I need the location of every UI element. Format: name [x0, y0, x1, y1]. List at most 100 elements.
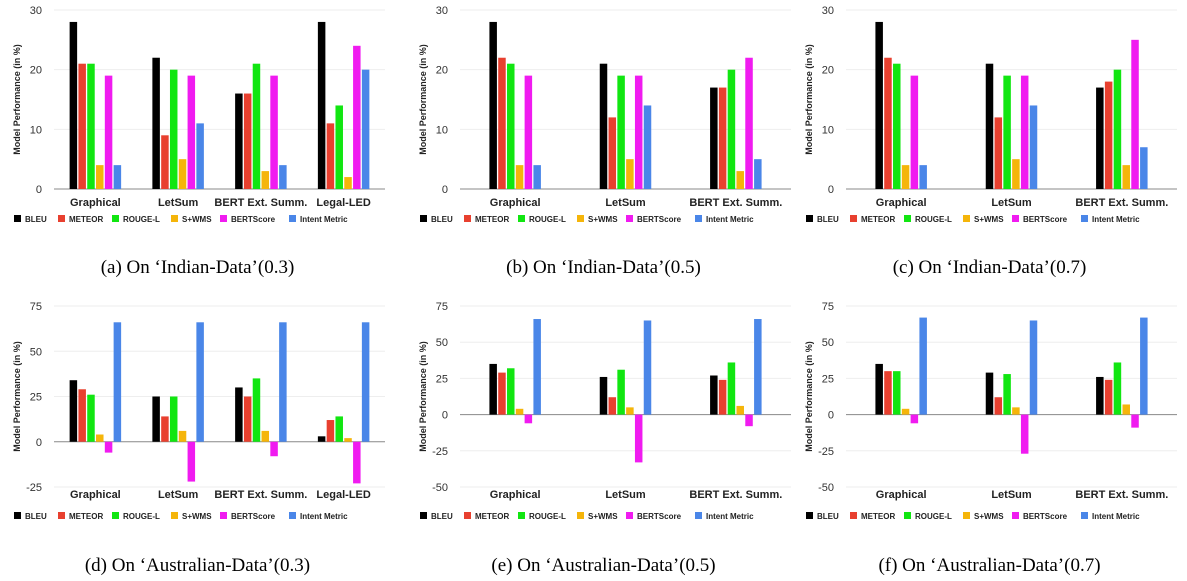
bar-meteor	[161, 416, 169, 442]
y-tick-label: 50	[30, 346, 42, 358]
bar-meteor	[243, 93, 252, 189]
x-category-label: LetSum	[991, 197, 1032, 209]
x-category-label: Graphical	[70, 197, 121, 209]
legend-label: ROUGE-L	[123, 512, 160, 521]
y-tick-label: 10	[436, 124, 448, 136]
bar-bleu	[317, 436, 326, 442]
legend-label: METEOR	[69, 215, 103, 224]
legend-label: Intent Metric	[706, 215, 754, 224]
legend-swatch	[695, 512, 702, 519]
y-tick-label: 0	[36, 184, 42, 196]
bar-rouge-l	[335, 105, 343, 189]
bar-intent-metric	[754, 159, 762, 189]
bar-bleu	[489, 21, 497, 189]
bar-rouge-l	[169, 69, 178, 189]
y-tick-label: 30	[30, 5, 42, 17]
x-category-label: LetSum	[158, 197, 199, 209]
legend-swatch	[220, 512, 227, 519]
y-tick-label: 10	[822, 124, 834, 136]
bar-meteor	[243, 396, 252, 442]
bar-bleu	[69, 380, 78, 442]
legend-swatch	[518, 215, 525, 222]
bar-bleu	[875, 363, 883, 415]
x-category-label: BERT Ext. Summ.	[689, 197, 782, 209]
bar-intent-metric	[361, 69, 370, 189]
bar-bertscore	[353, 441, 361, 484]
bar-bleu	[317, 21, 326, 189]
bar-rouge-l	[1003, 75, 1011, 189]
x-category-label: Graphical	[70, 489, 121, 501]
bar-s-wms	[96, 165, 104, 189]
bar-meteor	[161, 135, 169, 189]
bar-bleu	[875, 21, 883, 189]
chart-panel-f: -50 -25 0 25 50 75 Model Performance (in %) Gra…	[792, 291, 1187, 581]
bar-meteor	[608, 397, 617, 415]
bar-bleu	[985, 63, 994, 190]
bar-s-wms	[344, 438, 352, 442]
bar-intent-metric	[196, 322, 204, 442]
caption-a: (a) On ‘Indian-Data’(0.3)	[100, 257, 295, 278]
bar-rouge-l	[893, 63, 901, 190]
bar-intent-metric	[1029, 320, 1038, 415]
y-tick-label: 30	[822, 5, 834, 17]
legend-swatch	[464, 512, 471, 519]
legend-label: BLEU	[817, 215, 839, 224]
bar-s-wms	[1122, 404, 1130, 415]
legend-swatch	[58, 215, 65, 222]
x-category-label: LetSum	[158, 489, 199, 501]
legend-swatch	[420, 215, 427, 222]
bar-intent-metric	[1140, 147, 1148, 189]
bar-bleu	[1096, 87, 1104, 189]
bar-bertscore	[270, 75, 278, 189]
legend-label: BLEU	[431, 215, 453, 224]
y-tick-label: -25	[26, 482, 42, 494]
chart-panel-d: -25 0 25 50 75 Model Performance (in %) Graphi…	[0, 291, 395, 581]
y-tick-label: 20	[822, 65, 834, 77]
bar-bleu	[152, 57, 160, 189]
legend-label: S+WMS	[182, 512, 212, 521]
bar-s-wms	[1122, 165, 1130, 189]
bar-intent-metric	[643, 105, 652, 189]
legend-swatch	[1081, 512, 1088, 519]
legend-label: BLEU	[25, 512, 47, 521]
legend-label: BERTScore	[231, 512, 276, 521]
bar-bleu	[235, 93, 243, 189]
bar-rouge-l	[727, 362, 736, 415]
legend-swatch	[626, 215, 633, 222]
legend-label: METEOR	[861, 215, 895, 224]
legend-swatch	[112, 512, 119, 519]
legend-swatch	[904, 512, 911, 519]
legend-label: BERTScore	[637, 215, 682, 224]
bar-intent-metric	[279, 322, 287, 442]
bar-meteor	[78, 63, 86, 190]
bar-intent-metric	[361, 322, 370, 442]
y-tick-label: 10	[30, 124, 42, 136]
bar-meteor	[1104, 81, 1113, 189]
bar-bleu	[710, 87, 718, 189]
bar-bertscore	[187, 75, 196, 189]
legend-label: Intent Metric	[300, 512, 348, 521]
bar-bertscore	[1020, 75, 1029, 189]
legend-label: METEOR	[861, 512, 895, 521]
bar-bleu	[710, 375, 718, 415]
bar-rouge-l	[1113, 362, 1122, 415]
bar-bleu	[69, 21, 78, 189]
bar-s-wms	[261, 171, 270, 189]
bar-bertscore	[187, 441, 196, 482]
bar-intent-metric	[113, 322, 122, 442]
bar-meteor	[1104, 379, 1113, 415]
legend-label: S+WMS	[974, 512, 1004, 521]
bar-intent-metric	[1140, 317, 1148, 415]
legend-swatch	[850, 215, 857, 222]
caption-c: (c) On ‘Indian-Data’(0.7)	[892, 257, 1087, 278]
chart-f: -50 -25 0 25 50 75 Model Performance (in %) Gra…	[804, 301, 1177, 521]
caption-f: (f) On ‘Australian-Data’(0.7)	[878, 555, 1101, 576]
bar-bertscore	[524, 414, 533, 424]
bar-s-wms	[1012, 407, 1020, 415]
legend-swatch	[963, 215, 970, 222]
y-tick-label: 20	[30, 65, 42, 77]
x-category-label: Graphical	[876, 489, 927, 501]
legend-swatch	[1012, 512, 1019, 519]
bar-rouge-l	[617, 369, 625, 415]
y-tick-label: 20	[436, 65, 448, 77]
